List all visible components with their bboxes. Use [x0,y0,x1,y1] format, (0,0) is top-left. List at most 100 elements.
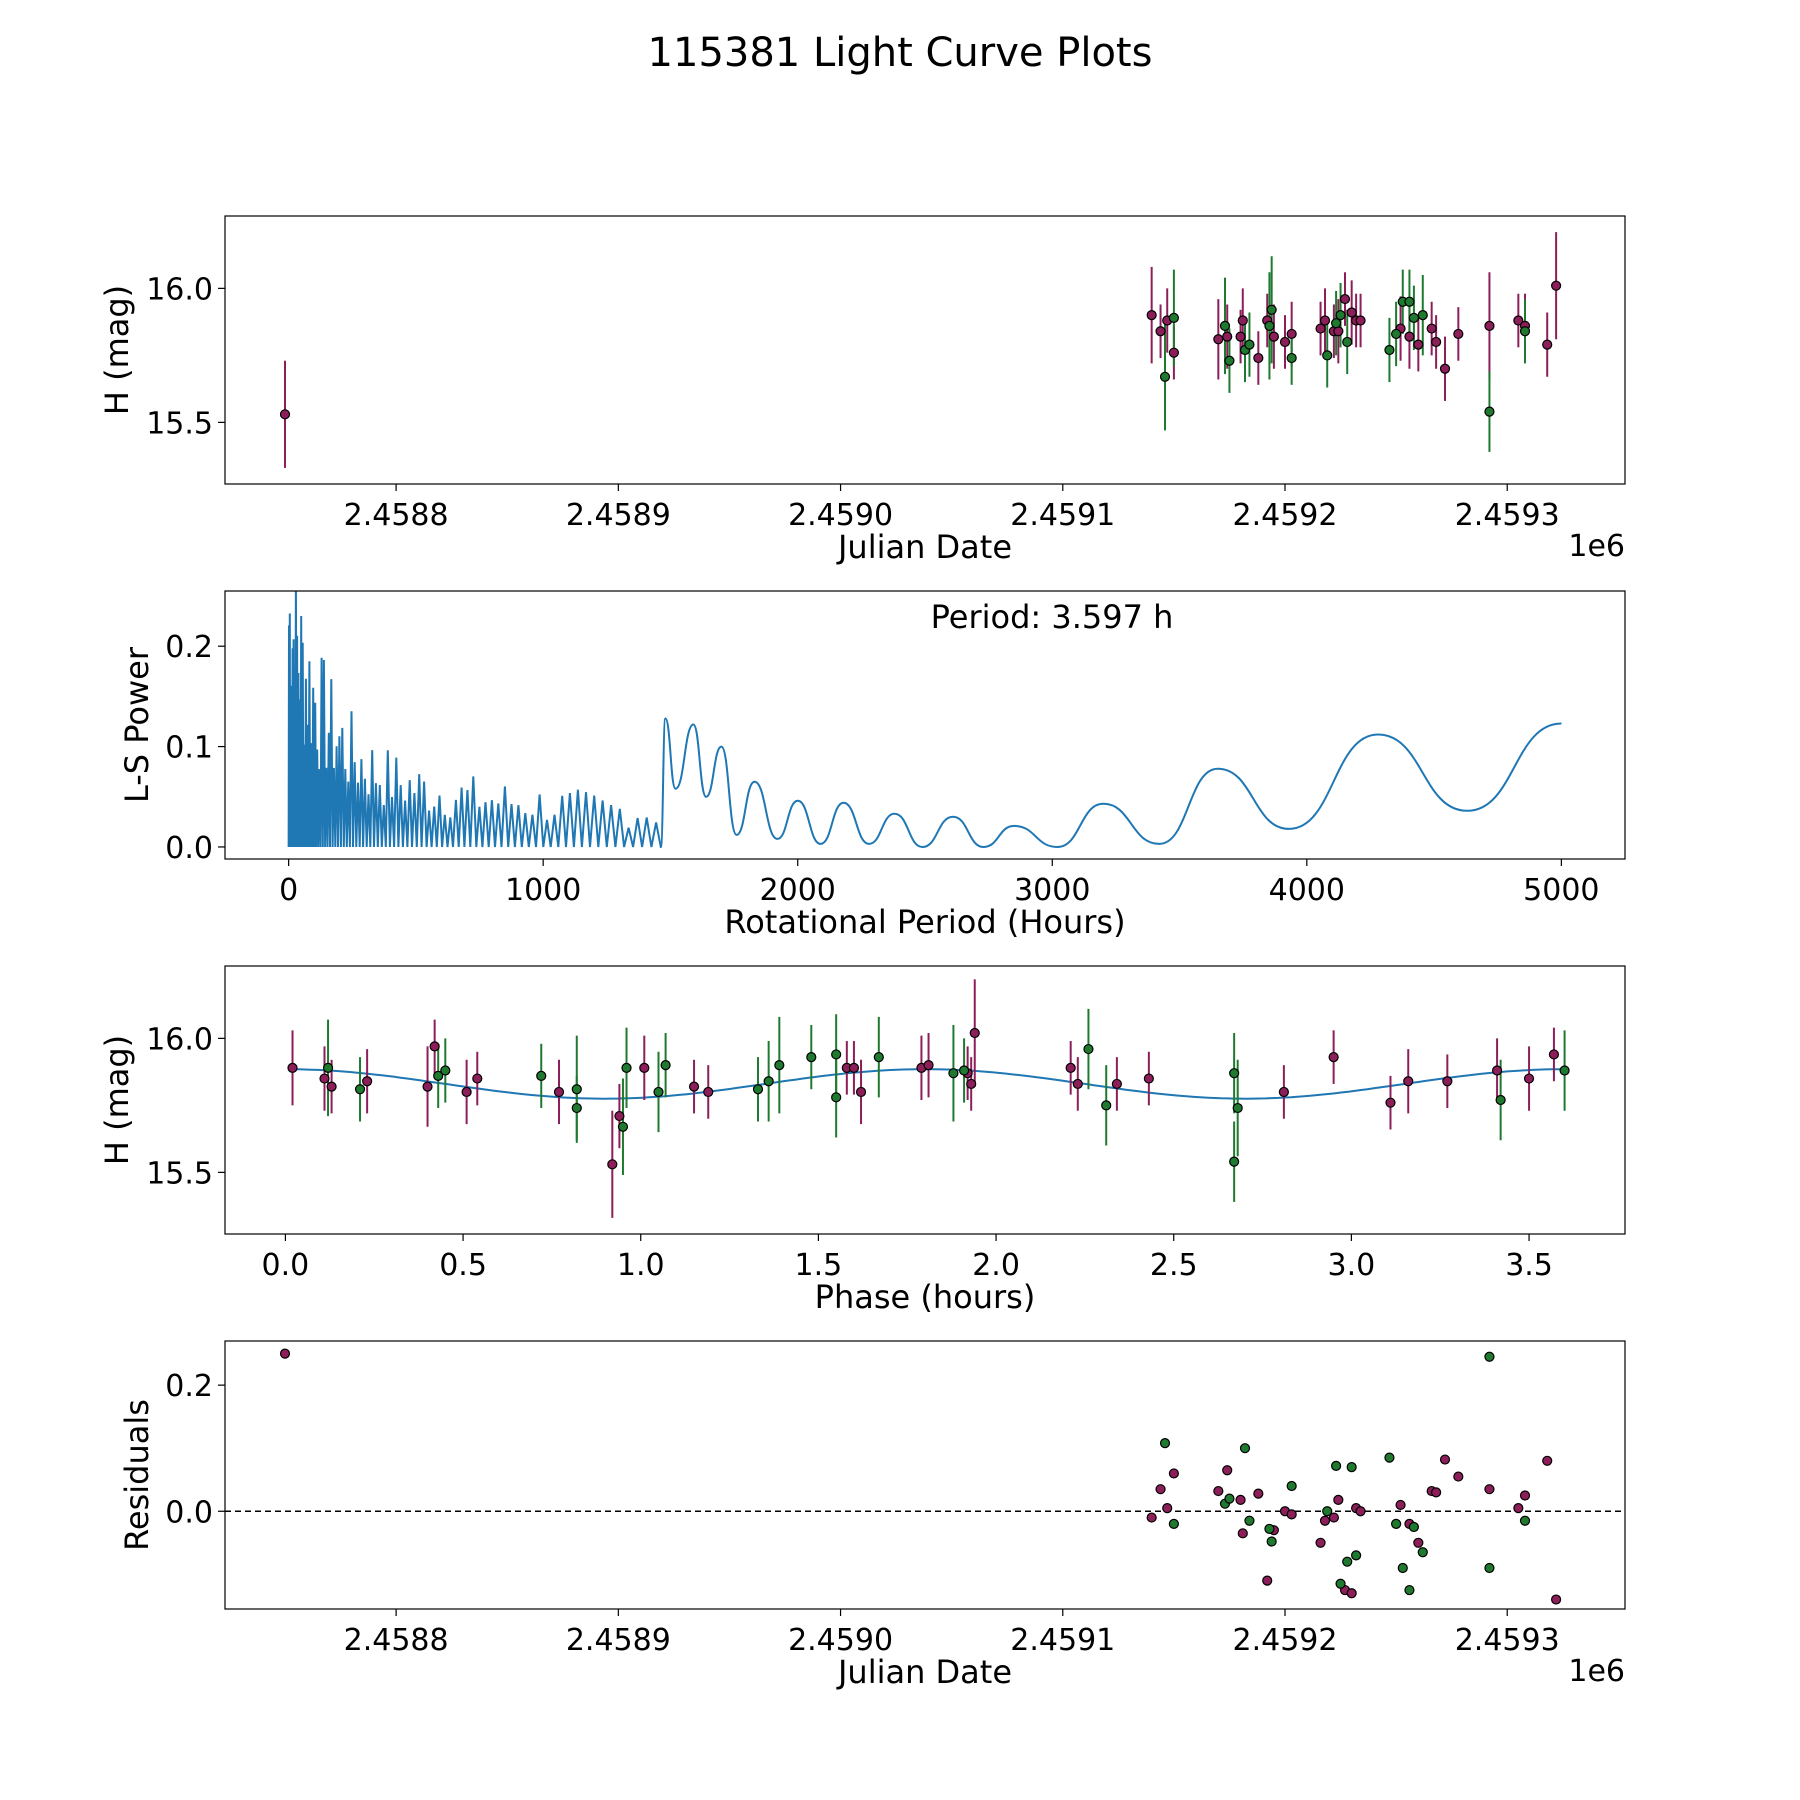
resid-offset-text: 1e6 [1568,1654,1625,1689]
data-point [688,1081,700,1092]
data-point [1266,304,1277,315]
xtick-label: 5000 [1523,873,1599,908]
lc-marks [279,232,1562,468]
data-point [1219,320,1231,331]
data-point [848,1062,860,1073]
data-point [1484,1484,1495,1495]
data-point [1237,315,1248,326]
xtick-label: 2.4590 [788,498,893,533]
xtick-label: 2.4592 [1233,498,1338,533]
data-point [1331,1460,1342,1471]
data-point [806,1052,817,1063]
data-point [1346,307,1357,318]
data-point [1513,315,1524,326]
data-point [1431,336,1442,348]
data-point [1513,1503,1524,1514]
data-point [1268,331,1279,342]
data-point [1439,1454,1451,1465]
data-point [948,1068,959,1079]
data-point [660,1060,671,1071]
data-point [1453,1471,1464,1482]
data-point [326,1081,337,1092]
data-point [1442,1076,1453,1087]
phase-axes-frame [224,965,1626,1235]
ytick-label: 0.0 [165,1495,213,1530]
ls-marks [287,591,1562,849]
data-point [1395,1499,1406,1511]
data-point [1331,318,1342,329]
xtick-label: 2.4590 [788,1623,893,1658]
data-point [1315,1537,1326,1548]
ytick-label: 0.2 [165,1369,213,1404]
data-point [1155,326,1166,337]
data-point [1146,1512,1157,1523]
data-point [1279,336,1291,348]
figure-title: 115381 Light Curve Plots [648,30,1153,76]
data-point [1495,1094,1506,1106]
data-point [1404,1584,1415,1596]
data-point [1335,1578,1346,1589]
data-point [1266,1536,1277,1547]
data-point [1264,320,1275,331]
data-point [1162,1503,1173,1514]
xtick-label: 3.0 [1328,1248,1376,1283]
data-point [1286,1480,1297,1492]
resid-axes-frame [224,1340,1626,1610]
data-point [1328,1052,1339,1063]
data-point [1319,1515,1331,1526]
data-point [1286,328,1297,340]
data-point [1384,1452,1395,1463]
panel-phase: 0.0 0.5 1.0 1.5 2.0 2.5 3.0 3.5 15.5 16.0 Phase (… [98,965,1626,1316]
ytick-label: 15.5 [146,1156,213,1191]
data-point [1065,1062,1076,1073]
data-point [1431,1487,1442,1498]
xtick-label: 2.4591 [1010,498,1115,533]
data-point [1278,1086,1289,1098]
xtick-label: 2.4588 [344,498,449,533]
data-point [1253,352,1264,364]
data-point [1551,1594,1562,1605]
data-point [1168,1518,1179,1529]
xtick-label: 2.4591 [1010,1623,1115,1658]
lc-axes-frame [224,215,1626,485]
xtick-label: 2.4592 [1233,1623,1338,1658]
data-point [1244,339,1255,350]
data-point [1286,1509,1297,1520]
data-point [1315,323,1326,334]
data-point [1235,1494,1246,1506]
data-point [607,1159,618,1170]
data-point [1408,312,1419,323]
data-point [1408,1521,1419,1533]
data-point [614,1110,625,1122]
data-point [1351,1550,1362,1561]
data-point [1143,1073,1154,1084]
xtick-label: 2.4593 [1455,1623,1560,1658]
data-point [958,1065,970,1076]
data-point [1101,1100,1112,1111]
data-point [1355,315,1366,326]
data-point [1328,1512,1339,1523]
data-point [472,1073,483,1084]
phase-ylabel: H (mag) [98,1035,136,1165]
ls-ticks: 0 1000 2000 3000 4000 5000 0.0 0.1 0.2 [165,630,1599,908]
data-point [969,1027,980,1039]
data-point [1355,1506,1366,1517]
xtick-label: 2.5 [1150,1248,1198,1283]
data-point [1384,344,1395,356]
data-point [440,1065,451,1076]
data-point [1484,1562,1495,1574]
phase-ticks: 0.0 0.5 1.0 1.5 2.0 2.5 3.0 3.5 15.5 16.0 [146,1022,1553,1283]
data-point [1439,363,1451,374]
data-point [354,1084,366,1095]
data-point [621,1062,632,1073]
data-point [1484,1351,1495,1362]
ytick-label: 15.5 [146,406,213,441]
data-point [1404,331,1415,342]
ytick-label: 0.0 [165,831,213,866]
data-point [1146,310,1157,321]
data-point [1168,347,1179,358]
data-point [1519,1490,1531,1501]
phase-marks [287,979,1570,1218]
xtick-label: 0 [279,873,298,908]
